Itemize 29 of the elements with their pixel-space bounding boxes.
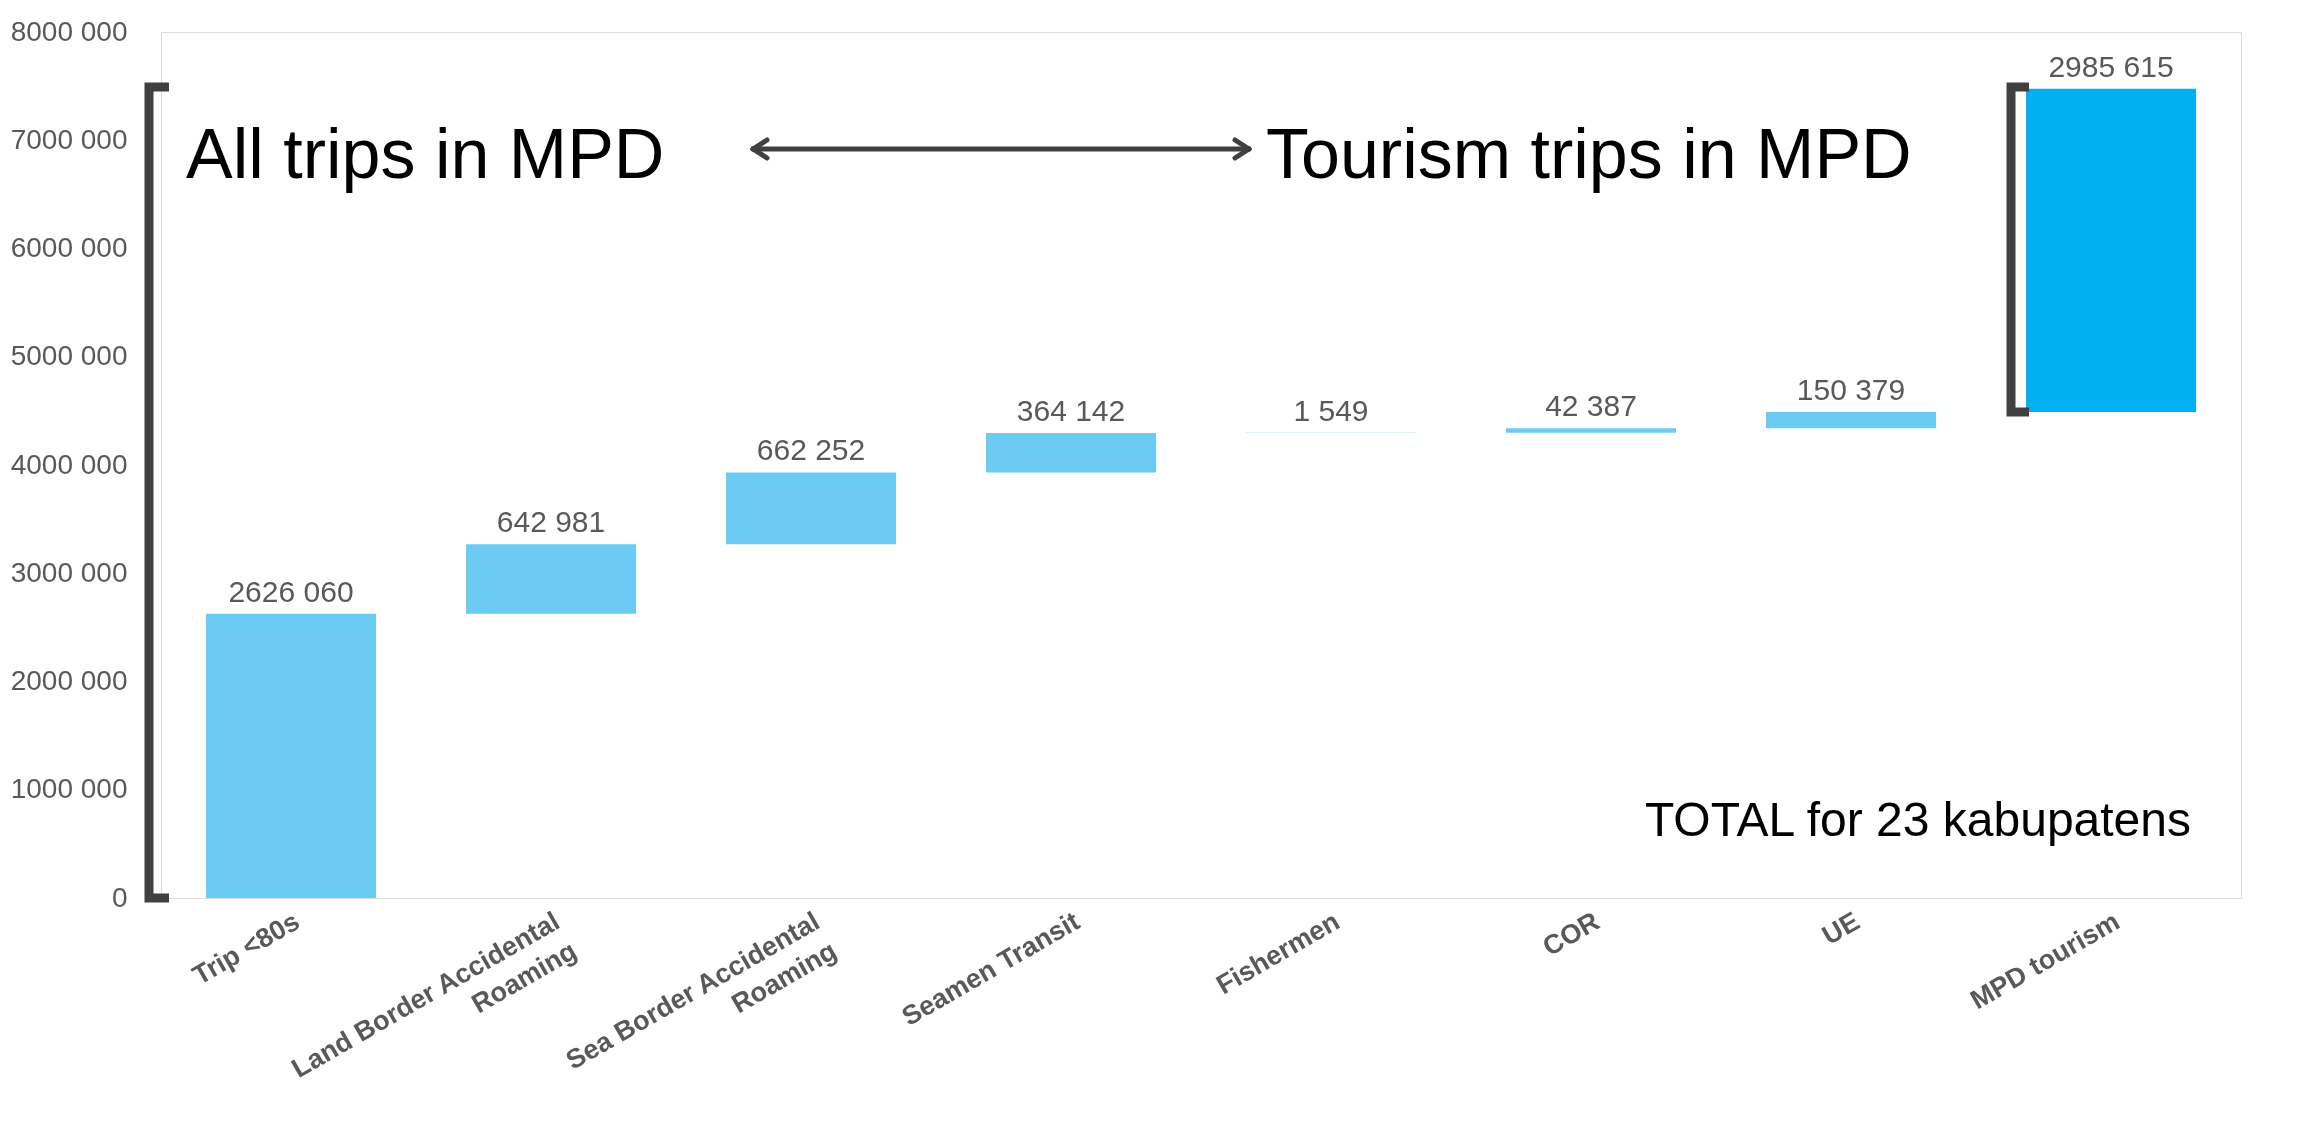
y-tick-label: 8000 000 <box>10 15 128 47</box>
bar <box>986 433 1156 473</box>
bar <box>1766 411 1936 429</box>
annotation: All trips in MPD <box>186 115 665 193</box>
annotation: Tourism trips in MPD <box>1266 115 1912 193</box>
data-label: 150 379 <box>1796 372 1906 406</box>
data-label: 364 142 <box>1016 394 1126 428</box>
y-tick-label: 1000 000 <box>10 773 128 805</box>
y-tick-label: 2000 000 <box>10 665 128 696</box>
y-tick-label: 5000 000 <box>10 340 128 372</box>
y-tick-label: 4000 000 <box>10 448 128 480</box>
x-tick-label: Trip <80s <box>187 905 305 991</box>
bar <box>1506 428 1676 433</box>
data-label: 2985 615 <box>2048 49 2174 83</box>
data-label: 42 387 <box>1545 389 1637 423</box>
x-tick-label: COR <box>1537 905 1605 962</box>
annotation: TOTAL for 23 kabupatens <box>1644 793 2191 846</box>
data-label: 1 549 <box>1293 393 1369 427</box>
data-label: 642 981 <box>496 505 606 539</box>
bar <box>466 544 636 614</box>
y-tick-label: 3000 000 <box>10 556 128 588</box>
bar <box>726 472 896 545</box>
x-tick-label: UE <box>1817 905 1865 951</box>
y-tick-label: 7000 000 <box>10 123 128 155</box>
bar <box>206 613 376 898</box>
data-label: 2626 060 <box>228 574 354 608</box>
data-label: 662 252 <box>756 433 866 467</box>
y-tick-label: 0 <box>111 881 128 913</box>
y-tick-label: 6000 000 <box>10 232 128 263</box>
